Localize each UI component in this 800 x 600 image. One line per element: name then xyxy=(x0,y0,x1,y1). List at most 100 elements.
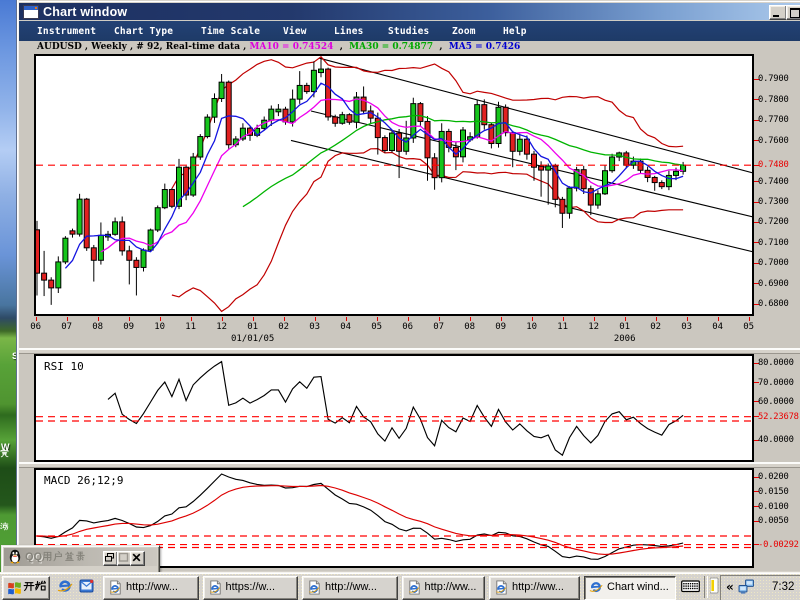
qq-window-titlebar[interactable]: QQ xyxy=(4,548,157,566)
axis-tick xyxy=(159,317,161,321)
desktop-icon-label-fragment: W xyxy=(1,442,10,452)
axis-label: 0.0100 xyxy=(758,501,789,512)
axis-tick xyxy=(754,382,759,384)
axis-tick xyxy=(754,283,759,285)
year-label: 2006 xyxy=(613,334,636,344)
taskbar-button-label: Chart wind... xyxy=(607,580,669,593)
menu-studies[interactable]: Studies xyxy=(388,26,430,37)
cjk-glyph xyxy=(75,551,86,562)
cjk-glyph: Q xyxy=(25,551,34,563)
taskbar-button-ie[interactable]: http://ww... xyxy=(401,576,485,600)
axis-label: 0.0150 xyxy=(758,486,789,497)
network-icon[interactable] xyxy=(738,579,755,595)
axis-tick xyxy=(754,201,759,203)
desktop-icon-label-fragment xyxy=(0,449,9,459)
menu-view[interactable]: View xyxy=(283,26,307,37)
month-label: 10 xyxy=(526,322,538,332)
axis-label-highlight: 0.7480 xyxy=(758,160,789,171)
taskbar-button-ie[interactable]: https://w... xyxy=(202,576,298,600)
month-label: 09 xyxy=(495,322,507,332)
taskbar-button-icon xyxy=(108,580,123,598)
macd-label: MACD 26;12;9 xyxy=(44,474,124,487)
candlestick-chart xyxy=(36,56,752,313)
axis-tick xyxy=(754,221,759,223)
axis-tick xyxy=(190,317,192,321)
menu-lines[interactable]: Lines xyxy=(334,26,364,37)
axis-tick xyxy=(754,140,759,142)
menu-time-scale[interactable]: Time Scale xyxy=(201,26,261,37)
axis-label: 0.7800 xyxy=(758,94,789,105)
taskbar-button-chart-window[interactable]: Chart wind... xyxy=(584,576,676,600)
axis-tick xyxy=(221,317,223,321)
month-label: 06 xyxy=(30,322,42,332)
keyboard-layout-icon[interactable] xyxy=(681,579,700,595)
axis-tick xyxy=(754,362,759,364)
cjk-glyph xyxy=(0,522,9,531)
panel-splitter[interactable] xyxy=(19,462,800,468)
minimize-button[interactable] xyxy=(769,5,787,20)
axis-tick xyxy=(754,439,759,441)
menu-zoom[interactable]: Zoom xyxy=(452,26,476,37)
axis-tick xyxy=(562,317,564,321)
axis-label: 0.7200 xyxy=(758,217,789,228)
outlook-express-icon xyxy=(79,579,94,593)
ie-page-icon xyxy=(496,580,507,595)
axis-label: 0.6800 xyxy=(758,299,789,310)
rsi-panel[interactable]: RSI 10 xyxy=(34,354,754,462)
menu-help[interactable]: Help xyxy=(503,26,527,37)
system-tray: « 7:32 xyxy=(720,575,800,600)
month-label: 05 xyxy=(743,322,755,332)
axis-label: 60.0000 xyxy=(758,396,794,407)
axis-tick xyxy=(686,317,688,321)
start-button[interactable] xyxy=(2,576,50,600)
axis-label-highlight: -0.00292 xyxy=(758,539,799,550)
axis-tick xyxy=(754,476,759,478)
axis-label: 0.7900 xyxy=(758,74,789,85)
quick-launch-outlook-icon[interactable] xyxy=(79,578,95,594)
close-icon xyxy=(132,553,141,561)
menu-instrument[interactable]: Instrument xyxy=(37,26,97,37)
month-label: 02 xyxy=(278,322,290,332)
axis-tick xyxy=(754,416,759,418)
taskbar-button-label: http://ww... xyxy=(424,580,477,593)
qq-window-title: QQ xyxy=(25,551,86,563)
taskbar-button-ie[interactable]: http://ww... xyxy=(302,576,398,600)
instrument-info: AUDUSD , Weekly , # 92, Real-time data , xyxy=(37,42,247,52)
month-label: 01 xyxy=(619,322,631,332)
window-title: Chart window xyxy=(43,4,128,19)
axis-label: 0.7700 xyxy=(758,115,789,126)
window-icon xyxy=(23,5,39,19)
panel-splitter[interactable] xyxy=(19,348,800,354)
axis-tick xyxy=(655,317,657,321)
axis-tick xyxy=(754,99,759,101)
taskbar-button-label: http://ww... xyxy=(126,580,178,593)
axis-tick xyxy=(593,317,595,321)
price-chart-panel[interactable] xyxy=(34,54,754,316)
start-label xyxy=(23,580,47,594)
macd-plot xyxy=(36,473,752,560)
menu-chart-type[interactable]: Chart Type xyxy=(114,26,174,37)
tray-chevron-icon[interactable]: « xyxy=(726,580,734,594)
cjk-glyph xyxy=(0,449,9,458)
qq-penguin-icon xyxy=(9,549,21,564)
month-label: 11 xyxy=(185,322,197,332)
chart-window-titlebar[interactable]: Chart window xyxy=(19,3,800,20)
tray-partial-icon[interactable] xyxy=(709,577,720,594)
qq-close-button[interactable] xyxy=(130,550,145,566)
qq-login-window[interactable]: QQ xyxy=(1,545,160,574)
ie-icon xyxy=(57,580,73,592)
taskbar-button-ie[interactable]: http://ww... xyxy=(103,576,199,600)
axis-tick xyxy=(754,506,759,508)
ie-page-icon xyxy=(110,580,121,595)
axis-tick xyxy=(407,317,409,321)
month-label: 07 xyxy=(61,322,73,332)
taskbar-button-ie[interactable]: http://ww... xyxy=(489,576,580,600)
desktop-icon-label-fragment: S xyxy=(12,351,19,361)
axis-tick xyxy=(754,303,759,305)
tray-clock[interactable]: 7:32 xyxy=(772,581,795,593)
axis-tick xyxy=(35,317,37,321)
quick-launch-ie-icon[interactable] xyxy=(57,578,73,594)
maximize-button[interactable] xyxy=(786,5,800,20)
taskbar-button-icon xyxy=(494,580,509,598)
month-label: 08 xyxy=(464,322,476,332)
